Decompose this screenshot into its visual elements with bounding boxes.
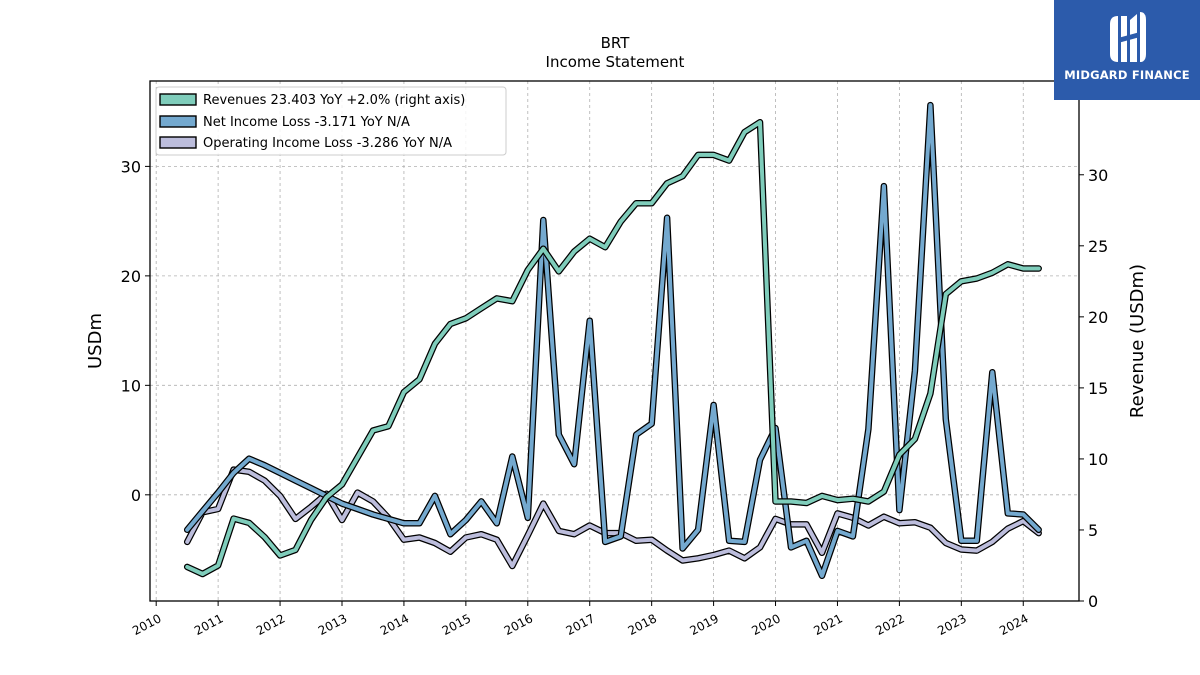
left-axis-label: USDm xyxy=(85,313,106,369)
x-tick-label: 2011 xyxy=(192,611,226,638)
right-axis-label: Revenue (USDm) xyxy=(1127,264,1148,418)
legend: Revenues 23.403 YoY +2.0% (right axis) N… xyxy=(155,86,507,156)
x-tick-label: 2020 xyxy=(749,611,783,638)
right-tick-label: 15 xyxy=(1088,379,1108,398)
right-tick-label: 20 xyxy=(1088,308,1108,327)
x-tick-label: 2010 xyxy=(130,611,164,638)
right-tick-label: 5 xyxy=(1088,521,1098,540)
legend-box xyxy=(155,86,507,156)
chart-subtitle: Income Statement xyxy=(546,53,685,71)
brand-mark-icon xyxy=(1110,12,1146,62)
legend-label-net-income: Net Income Loss -3.171 YoY N/A xyxy=(203,115,410,130)
revenues-line xyxy=(185,120,1041,576)
legend-swatch-revenues xyxy=(159,93,197,106)
left-tick-label: 20 xyxy=(121,267,141,286)
left-tick-label: 0 xyxy=(131,486,141,505)
x-tick-label: 2012 xyxy=(254,611,288,638)
x-tick-label: 2017 xyxy=(564,611,598,638)
right-tick-label: 0 xyxy=(1088,592,1098,611)
x-tick-label: 2023 xyxy=(935,611,969,638)
left-tick-label: 30 xyxy=(121,157,141,176)
left-tick-label: 10 xyxy=(121,376,141,395)
brand-logo: MIDGARD FINANCE xyxy=(1054,0,1200,100)
legend-label-operating-income: Operating Income Loss -3.286 YoY N/A xyxy=(203,136,452,151)
chart-title: BRT xyxy=(601,34,631,52)
x-tick-label: 2018 xyxy=(626,611,660,638)
series-lines xyxy=(183,101,1042,580)
x-tick-label: 2021 xyxy=(811,611,845,638)
legend-swatch-operating-income xyxy=(159,136,197,149)
legend-swatch-net-income xyxy=(159,115,197,128)
x-tick-label: 2015 xyxy=(440,611,474,638)
x-tick-label: 2022 xyxy=(873,611,907,638)
x-tick-label: 2014 xyxy=(378,611,412,638)
brand-name: MIDGARD FINANCE xyxy=(1064,68,1190,82)
legend-label-revenues: Revenues 23.403 YoY +2.0% (right axis) xyxy=(203,93,465,108)
right-tick-label: 10 xyxy=(1088,450,1108,469)
right-tick-label: 25 xyxy=(1088,237,1108,256)
x-tick-label: 2019 xyxy=(687,611,721,638)
x-tick-label: 2016 xyxy=(502,611,536,638)
x-tick-label: 2013 xyxy=(316,611,350,638)
plot-frame xyxy=(149,80,1080,602)
right-tick-label: 30 xyxy=(1088,166,1108,185)
x-tick-label: 2024 xyxy=(997,611,1031,638)
